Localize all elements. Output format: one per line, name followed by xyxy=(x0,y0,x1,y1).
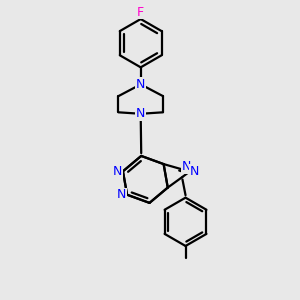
Text: N: N xyxy=(117,188,126,201)
Text: N: N xyxy=(136,107,146,120)
Text: N: N xyxy=(181,160,191,173)
Text: N: N xyxy=(136,78,146,91)
Text: F: F xyxy=(137,6,144,19)
Text: N: N xyxy=(190,165,199,178)
Text: N: N xyxy=(113,165,122,178)
